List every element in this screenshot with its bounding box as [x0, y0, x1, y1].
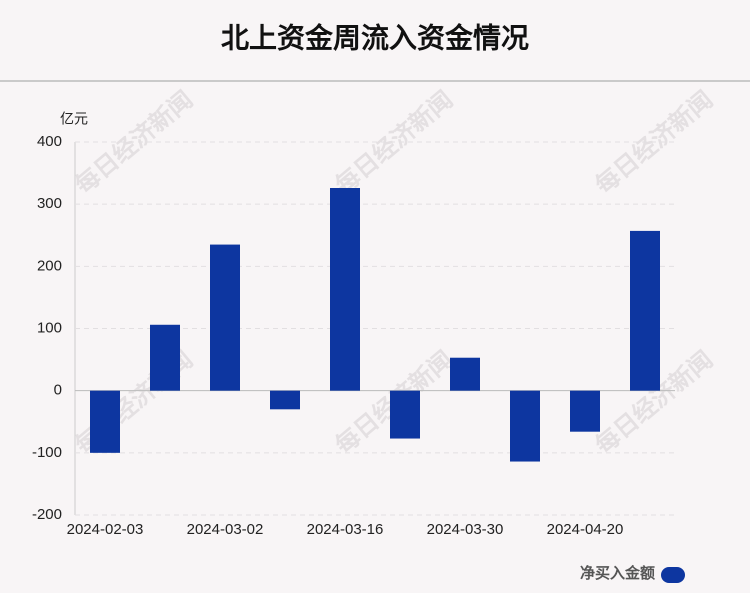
y-tick-label: 100	[37, 319, 62, 336]
x-tick-label: 2024-02-03	[67, 521, 144, 538]
y-tick-label: -100	[32, 444, 62, 461]
legend-swatch	[661, 567, 685, 583]
x-tick-label: 2024-04-20	[547, 521, 624, 538]
x-tick-label: 2024-03-02	[187, 521, 264, 538]
y-tick-label: 200	[37, 257, 62, 274]
y-unit: 亿元	[60, 111, 88, 127]
x-tick-label: 2024-03-16	[307, 521, 384, 538]
bar	[330, 188, 360, 391]
bar	[570, 390, 600, 432]
x-tick-label: 2024-03-30	[427, 521, 504, 538]
y-tick-label: 0	[54, 382, 62, 399]
bar	[150, 324, 180, 391]
y-tick-label: 300	[37, 195, 62, 212]
y-tick-label: 400	[37, 133, 62, 150]
bar	[510, 390, 540, 462]
legend-label: 净买入金额	[580, 564, 655, 582]
bar	[210, 244, 240, 391]
y-tick-label: -200	[32, 506, 62, 523]
bar	[390, 390, 420, 439]
chart-title: 北上资金周流入资金情况	[221, 21, 529, 53]
bar	[630, 230, 660, 391]
bar	[450, 357, 480, 391]
bar	[90, 390, 120, 453]
bar	[270, 390, 300, 410]
